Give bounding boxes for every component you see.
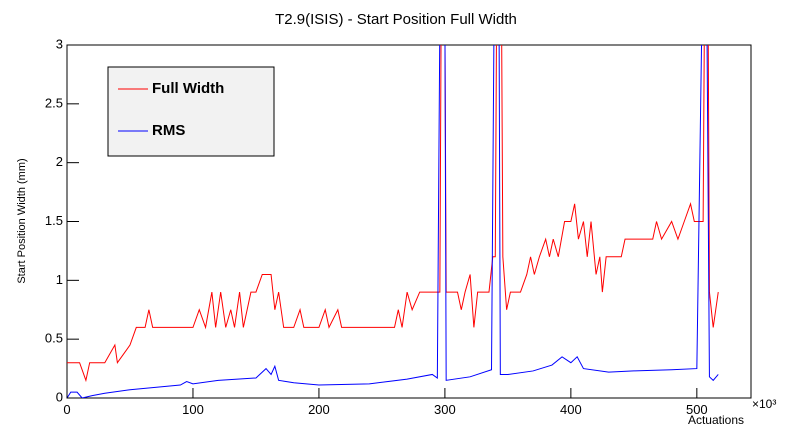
x-tick-label: 200 xyxy=(308,402,330,417)
series-line xyxy=(67,45,719,383)
y-tick-label: 1 xyxy=(56,272,63,287)
y-tick-label: 0 xyxy=(56,389,63,404)
series-line xyxy=(67,45,719,398)
legend-box xyxy=(107,66,275,157)
y-tick-label: 0.5 xyxy=(45,331,63,346)
x-axis-label: Actuations xyxy=(688,413,744,427)
x-tick-label: 0 xyxy=(63,402,70,417)
legend-label: RMS xyxy=(152,122,185,139)
legend-label: Full Width xyxy=(152,80,224,97)
y-axis-label: Start Position Width (mm) xyxy=(16,158,28,283)
y-tick-label: 2.5 xyxy=(45,95,63,110)
x-tick-label: 400 xyxy=(560,402,582,417)
x-tick-label: 100 xyxy=(182,402,204,417)
x-tick-label: 500 xyxy=(686,402,708,417)
plot-area xyxy=(67,45,719,398)
y-tick-label: 1.5 xyxy=(45,213,63,228)
y-tick-label: 2 xyxy=(56,154,63,169)
x-tick-label: 300 xyxy=(434,402,456,417)
y-tick-label: 3 xyxy=(56,36,63,51)
chart-title: T2.9(ISIS) - Start Position Full Width xyxy=(275,11,517,28)
x-multiplier: ×10³ xyxy=(752,397,776,411)
